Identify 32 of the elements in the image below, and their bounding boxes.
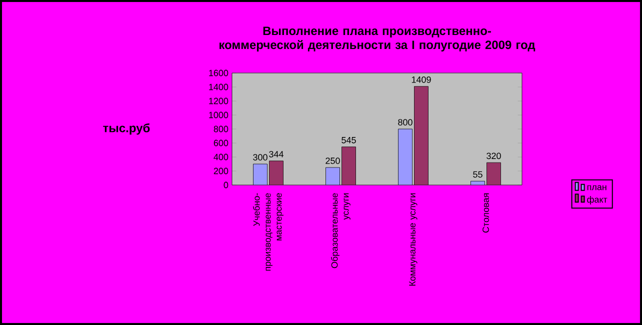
y-tick-label: 0 bbox=[224, 182, 228, 188]
bar bbox=[342, 146, 356, 185]
data-label: 545 bbox=[342, 137, 356, 144]
data-label: 320 bbox=[486, 152, 501, 160]
bar bbox=[326, 167, 340, 185]
x-tick-label: Столовая bbox=[482, 193, 489, 233]
y-tick-label: 1200 bbox=[209, 98, 228, 104]
data-label: 800 bbox=[398, 119, 412, 126]
y-axis-title: тыс.руб bbox=[103, 123, 150, 135]
y-tick-label: 800 bbox=[214, 126, 228, 132]
data-label: 1409 bbox=[412, 76, 431, 83]
bar bbox=[414, 86, 428, 185]
y-tick-label: 1000 bbox=[209, 112, 228, 118]
bar bbox=[486, 162, 501, 185]
bar bbox=[398, 128, 412, 185]
chart-title: Выполнение плана производственно-коммерческой деятельности за I полугодие 2009 год bbox=[220, 26, 536, 52]
bar bbox=[269, 160, 284, 185]
y-tick-label: 1600 bbox=[209, 70, 228, 76]
x-tick-label: Образовательные услуги bbox=[331, 193, 350, 268]
data-label: 55 bbox=[473, 171, 482, 178]
y-tick-label: 200 bbox=[214, 168, 228, 174]
data-label: 344 bbox=[269, 151, 284, 158]
data-label: 300 bbox=[253, 154, 268, 160]
legend-label: план bbox=[587, 185, 606, 190]
y-tick-label: 400 bbox=[214, 154, 228, 160]
legend-label: факт bbox=[587, 196, 608, 204]
y-tick-label: 1400 bbox=[209, 84, 228, 90]
x-tick-label: Учебно-производственные мастерские bbox=[253, 193, 284, 271]
x-tick-label: Коммунальные услуги bbox=[409, 193, 418, 286]
data-label: 250 bbox=[326, 158, 340, 164]
y-tick-label: 600 bbox=[214, 140, 228, 146]
bar bbox=[253, 164, 268, 185]
